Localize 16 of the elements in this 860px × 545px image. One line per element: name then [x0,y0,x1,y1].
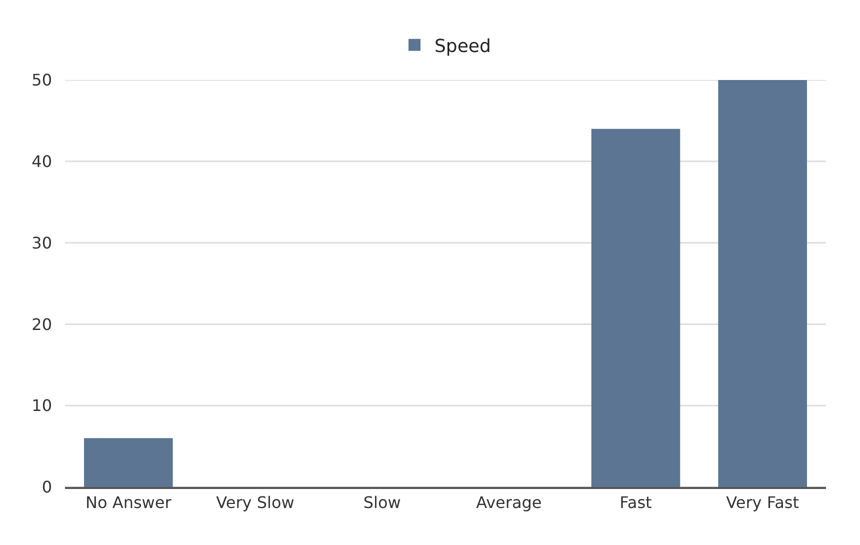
x-tick-label: No Answer [86,492,172,512]
y-tick-label: 0 [42,478,52,497]
bar [718,80,807,487]
y-tick-label: 10 [32,396,52,416]
x-tick-label: Very Fast [726,492,799,512]
bar [591,128,680,487]
x-tick-label: Very Slow [216,492,294,512]
y-tick-label: 30 [32,233,52,252]
y-tick-label: 20 [32,314,52,334]
y-tick-label: 40 [32,152,52,171]
bar [84,438,173,487]
y-tick-label: 50 [32,70,52,90]
legend-label: Speed [434,36,491,57]
x-tick-label: Slow [363,492,401,512]
x-tick-label: Fast [620,492,652,512]
x-tick-label: Average [476,492,542,512]
